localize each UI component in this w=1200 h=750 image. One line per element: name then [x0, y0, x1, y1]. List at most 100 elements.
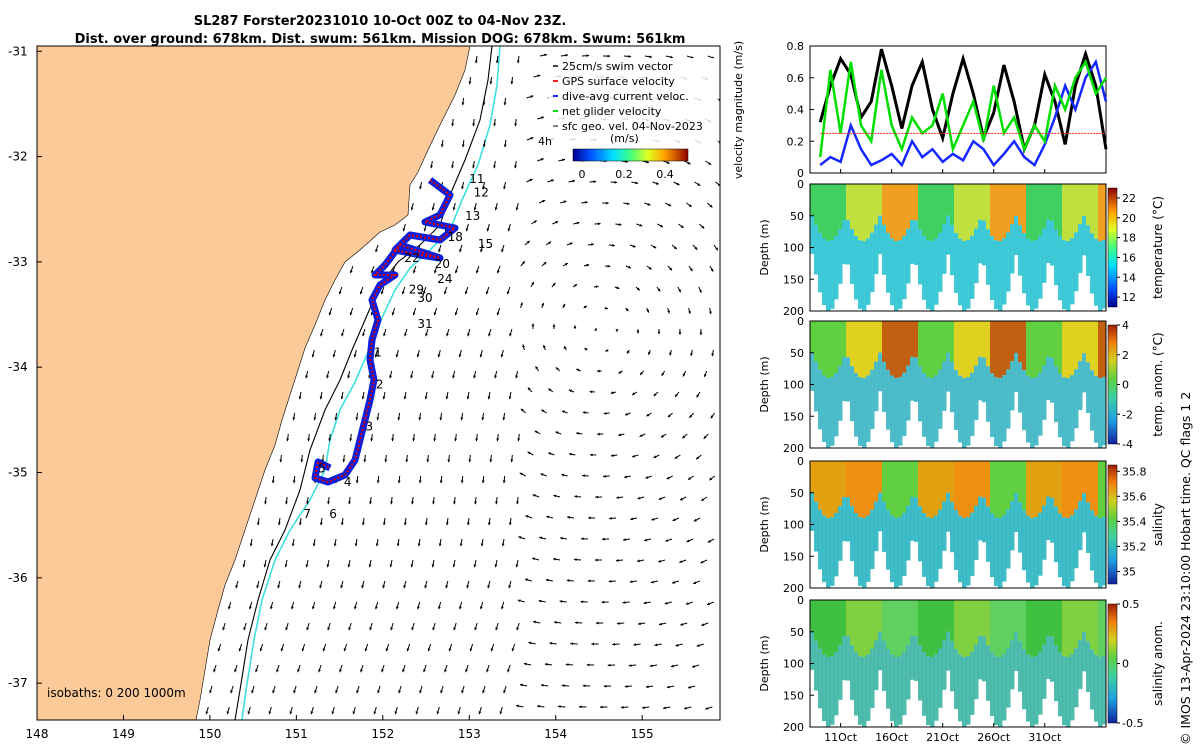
current-arrow-head — [606, 201, 609, 205]
current-arrow-head — [334, 417, 338, 421]
heatmap-cell — [1014, 631, 1019, 672]
current-arrow-head — [264, 501, 267, 505]
heatmap-cell — [990, 513, 995, 578]
heatmap-cell — [890, 375, 895, 443]
map-x-tick-label: 154 — [544, 727, 567, 741]
heatmap-cell — [966, 600, 971, 657]
heatmap-cell — [814, 461, 819, 502]
heatmap-cell — [834, 184, 839, 236]
current-arrow-head — [464, 291, 468, 295]
current-arrow-head — [552, 282, 556, 286]
depth-tick-label: 0 — [797, 178, 804, 191]
current-arrow-head — [347, 375, 350, 379]
current-arrow-head — [391, 438, 395, 442]
current-arrow-head — [453, 501, 456, 505]
heatmap-cell — [1022, 600, 1027, 650]
heatmap-cell — [910, 219, 915, 264]
heatmap-cell — [962, 518, 967, 588]
heatmap-cell — [842, 461, 847, 498]
heatmap-cell — [842, 600, 847, 637]
current-arrow-head — [684, 706, 688, 710]
current-arrow-head — [341, 333, 344, 337]
current-arrow-head — [459, 606, 462, 610]
current-arrow-head — [370, 438, 374, 442]
heatmap-cell — [1046, 461, 1051, 497]
current-arrow-head — [665, 539, 669, 542]
velocity-y-ticks: 0 0.2 0.4 0.6 0.8 — [787, 40, 814, 180]
heatmap-cell — [918, 366, 923, 422]
current-arrow-head — [576, 431, 579, 435]
map-y-tick-label: -32 — [8, 150, 28, 164]
heatmap-cell — [910, 635, 915, 680]
heatmap-cell — [890, 600, 895, 655]
colorbar-tick-label: 20 — [1122, 212, 1136, 225]
current-arrow-head — [517, 438, 521, 442]
isobath-200m — [241, 46, 501, 720]
colorbar-tick-label: 35 — [1122, 565, 1136, 578]
current-arrow-head — [376, 480, 380, 484]
current-arrow-head — [711, 353, 715, 357]
current-arrow-head — [649, 55, 653, 59]
heatmap-cell — [838, 600, 843, 645]
current-arrow-head — [347, 564, 351, 568]
current-arrow-head — [625, 308, 629, 312]
heatmap-cell — [918, 645, 923, 701]
heatmap-cell — [1034, 600, 1039, 657]
heatmap-cell — [1086, 362, 1091, 413]
current-arrow-head — [489, 81, 493, 85]
current-arrow-head — [591, 642, 594, 646]
colorbar-tick-label: 0 — [1122, 658, 1129, 671]
current-arrow-head — [318, 669, 321, 673]
current-arrow-head — [645, 685, 649, 689]
map-x-tick-label: 150 — [198, 727, 221, 741]
heatmap-cell — [1026, 321, 1031, 376]
current-arrow-head — [270, 606, 273, 610]
current-arrow-head — [562, 158, 565, 162]
current-arrow-head — [587, 579, 591, 583]
chart-title-line2: Dist. over ground: 678km. Dist. swum: 56… — [74, 32, 686, 47]
heatmap-cell — [902, 321, 907, 373]
current-arrow-head — [664, 601, 668, 605]
current-arrow-head — [440, 690, 443, 694]
current-arrow-head — [499, 711, 503, 715]
heatmap-cell — [1002, 600, 1007, 655]
current-arrow-head — [660, 224, 664, 228]
current-arrow-head — [597, 222, 601, 226]
heatmap-cell — [902, 184, 907, 236]
heatmap-cell — [1030, 657, 1035, 727]
velocity-series-line — [818, 48, 1108, 155]
heatmap-cell — [958, 238, 963, 306]
heatmap-cell — [946, 215, 951, 255]
current-arrow-head — [307, 438, 311, 442]
heatmap-cell — [1078, 361, 1083, 411]
current-arrow-head — [234, 669, 237, 673]
current-arrow-head — [419, 690, 422, 694]
current-arrow-head — [493, 165, 496, 169]
current-arrow-head — [489, 459, 493, 463]
current-arrow-head — [541, 302, 544, 306]
depth-tick-label: 100 — [783, 658, 804, 671]
heatmap-cell — [846, 321, 851, 358]
current-arrow-head — [581, 537, 584, 541]
current-arrow-head — [292, 417, 296, 421]
current-arrow-head — [645, 476, 649, 479]
heatmap-cell — [822, 375, 827, 443]
current-arrow-head — [353, 354, 357, 358]
heatmap-cell — [1034, 377, 1039, 446]
heatmap-cell — [1034, 517, 1039, 586]
heatmap-cell — [938, 509, 943, 569]
heatmap-cell — [1050, 461, 1055, 498]
current-arrow-head — [474, 60, 478, 64]
heatmap-cell — [954, 649, 959, 709]
current-arrow-head — [532, 494, 536, 497]
heatmap-cell — [838, 461, 843, 506]
current-arrow-head — [291, 606, 294, 610]
current-arrow-head — [338, 291, 342, 295]
current-arrow-head — [292, 480, 296, 484]
heatmap-cell — [958, 321, 963, 376]
current-arrow-head — [461, 102, 465, 106]
heatmap-cell — [998, 517, 1003, 588]
heatmap-cell — [958, 184, 963, 239]
heatmap-cell — [814, 321, 819, 362]
